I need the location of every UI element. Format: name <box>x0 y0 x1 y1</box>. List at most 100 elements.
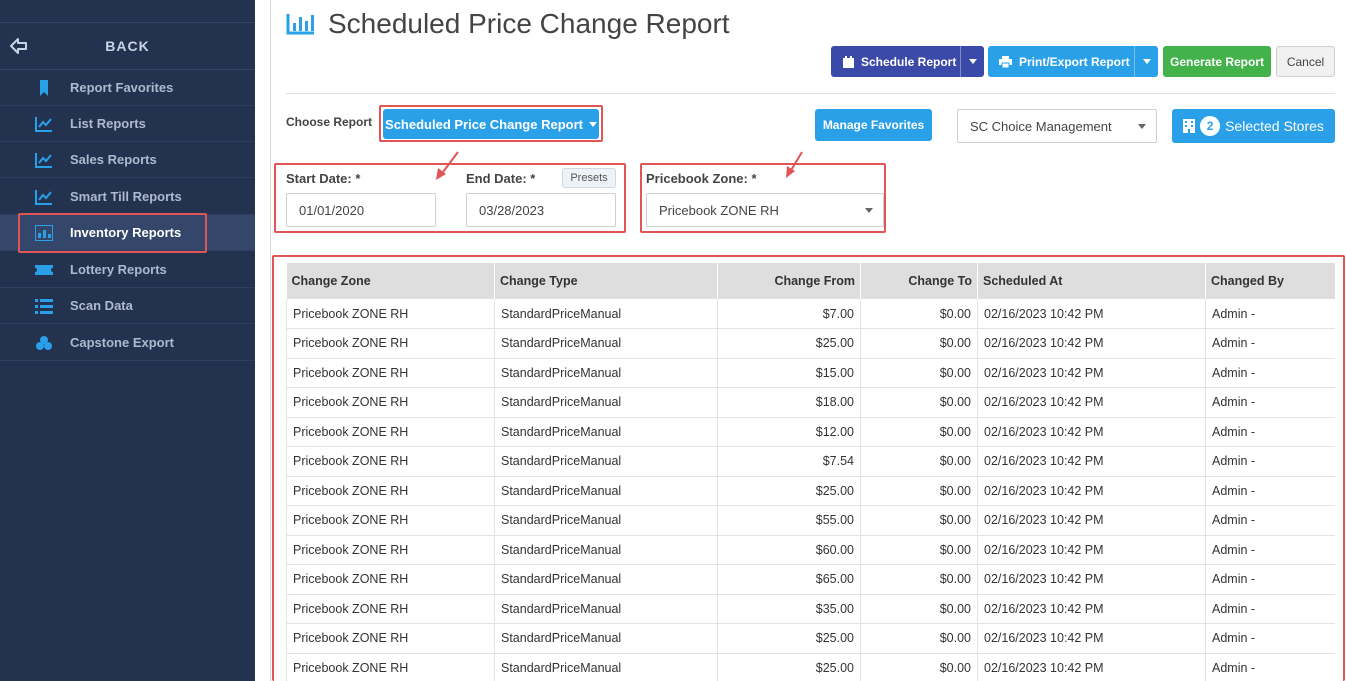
table-row: Pricebook ZONE RH StandardPriceManual $55.… <box>286 505 1335 536</box>
choose-report-label: Choose Report <box>286 115 373 129</box>
sidebar-item-report-favorites[interactable]: Report Favorites <box>0 70 255 106</box>
table-cell: $0.00 <box>860 623 978 654</box>
highlight-box-sidebar <box>18 213 207 253</box>
sidebar-item-label: Sales Reports <box>70 152 157 167</box>
table-cell: Admin - <box>1205 594 1335 624</box>
table-cell: $60.00 <box>717 535 861 565</box>
sidebar-item-label: Scan Data <box>70 298 133 313</box>
schedule-report-dropdown[interactable] <box>960 46 984 77</box>
table-cell: Admin - <box>1205 623 1335 654</box>
sidebar-item-inventory-reports[interactable]: Inventory Reports <box>0 215 255 251</box>
table-cell: Admin - <box>1205 476 1335 506</box>
bookmark-icon <box>40 80 48 96</box>
table-cell: StandardPriceManual <box>494 564 718 595</box>
pricebook-zone-label: Pricebook Zone: * <box>646 171 757 186</box>
table-cell: Admin - <box>1205 446 1335 477</box>
table-cell: StandardPriceManual <box>494 535 718 565</box>
company-select-value: SC Choice Management <box>970 119 1112 134</box>
table-cell: 02/16/2023 10:42 PM <box>977 653 1206 681</box>
table-cell: 02/16/2023 10:42 PM <box>977 623 1206 654</box>
table-cell: Admin - <box>1205 328 1335 359</box>
table-row: Pricebook ZONE RH StandardPriceManual $35.… <box>286 594 1335 624</box>
cubes-icon <box>36 336 52 350</box>
table-cell: $0.00 <box>860 535 978 565</box>
column-header[interactable]: Changed By <box>1205 263 1335 299</box>
building-icon <box>1183 119 1196 133</box>
table-cell: Pricebook ZONE RH <box>286 594 495 624</box>
print-icon <box>999 55 1012 68</box>
sidebar-item-smart-till-reports[interactable]: Smart Till Reports <box>0 179 255 215</box>
line-chart-icon <box>35 153 52 168</box>
table-cell: Pricebook ZONE RH <box>286 446 495 477</box>
back-button[interactable]: BACK <box>0 22 255 70</box>
manage-favorites-button[interactable]: Manage Favorites <box>815 109 932 141</box>
pricebook-zone-select[interactable]: Pricebook ZONE RH <box>646 193 884 227</box>
table-cell: $0.00 <box>860 594 978 624</box>
print-export-dropdown[interactable] <box>1134 46 1158 77</box>
column-header[interactable]: Change Zone <box>286 263 495 299</box>
table-cell: 02/16/2023 10:42 PM <box>977 358 1206 388</box>
highlight-box-report-select <box>379 105 603 142</box>
print-export-button[interactable]: Print/Export Report <box>988 46 1158 77</box>
table-cell: Pricebook ZONE RH <box>286 505 495 536</box>
column-header[interactable]: Change From <box>717 263 861 299</box>
sidebar-item-scan-data[interactable]: Scan Data <box>0 288 255 324</box>
table-cell: Pricebook ZONE RH <box>286 299 495 329</box>
report-select-button[interactable]: Scheduled Price Change Report <box>383 109 599 139</box>
company-select[interactable]: SC Choice Management <box>957 109 1157 143</box>
column-header[interactable]: Change Type <box>494 263 718 299</box>
table-cell: 02/16/2023 10:42 PM <box>977 299 1206 329</box>
ticket-icon <box>35 265 53 275</box>
table-cell: Pricebook ZONE RH <box>286 358 495 388</box>
table-cell: 02/16/2023 10:42 PM <box>977 476 1206 506</box>
table-cell: StandardPriceManual <box>494 594 718 624</box>
selected-stores-button[interactable]: 2 Selected Stores <box>1172 109 1335 143</box>
table-cell: Admin - <box>1205 387 1335 418</box>
presets-button[interactable]: Presets <box>562 168 616 188</box>
end-date-label: End Date: * <box>466 171 536 186</box>
sidebar-item-label: Inventory Reports <box>70 225 182 240</box>
table-cell: StandardPriceManual <box>494 387 718 418</box>
line-chart-icon <box>35 190 52 205</box>
table-row: Pricebook ZONE RH StandardPriceManual $15.… <box>286 358 1335 388</box>
table-cell: $7.54 <box>717 446 861 477</box>
start-date-input[interactable]: 01/01/2020 <box>286 193 436 227</box>
sidebar-item-sales-reports[interactable]: Sales Reports <box>0 142 255 178</box>
back-label: BACK <box>105 38 150 54</box>
sidebar-item-label: Smart Till Reports <box>70 189 182 204</box>
cancel-button[interactable]: Cancel <box>1276 46 1335 77</box>
end-date-input[interactable]: 03/28/2023 <box>466 193 616 227</box>
table-cell: $18.00 <box>717 387 861 418</box>
table-cell: Admin - <box>1205 505 1335 536</box>
table-cell: 02/16/2023 10:42 PM <box>977 446 1206 477</box>
table-cell: $25.00 <box>717 623 861 654</box>
annotation-arrow <box>786 151 803 178</box>
pricebook-zone-value: Pricebook ZONE RH <box>659 203 779 218</box>
table-cell: $7.00 <box>717 299 861 329</box>
cancel-label: Cancel <box>1286 54 1325 69</box>
table-cell: Pricebook ZONE RH <box>286 564 495 595</box>
manage-favorites-label: Manage Favorites <box>822 118 925 132</box>
caret-down-icon <box>1142 59 1151 64</box>
schedule-report-button[interactable]: Schedule Report <box>831 46 984 77</box>
table-row: Pricebook ZONE RH StandardPriceManual $7.5… <box>286 446 1335 477</box>
table-cell: $25.00 <box>717 328 861 359</box>
generate-report-button[interactable]: Generate Report <box>1163 46 1271 77</box>
column-header[interactable]: Change To <box>860 263 978 299</box>
table-cell: 02/16/2023 10:42 PM <box>977 505 1206 536</box>
header-divider <box>286 93 1335 94</box>
table-cell: $0.00 <box>860 564 978 595</box>
table-cell: $12.00 <box>717 417 861 447</box>
sidebar-item-capstone-export[interactable]: Capstone Export <box>0 325 255 361</box>
sidebar-item-list-reports[interactable]: List Reports <box>0 106 255 142</box>
arrow-left-icon <box>10 38 27 54</box>
annotation-arrow <box>436 151 459 180</box>
sidebar-item-lottery-reports[interactable]: Lottery Reports <box>0 252 255 288</box>
table-cell: Pricebook ZONE RH <box>286 476 495 506</box>
table-row: Pricebook ZONE RH StandardPriceManual $25.… <box>286 623 1335 654</box>
table-cell: Admin - <box>1205 358 1335 388</box>
column-header[interactable]: Scheduled At <box>977 263 1206 299</box>
table-cell: Pricebook ZONE RH <box>286 623 495 654</box>
highlight-box-table <box>272 255 1345 681</box>
table-cell: Pricebook ZONE RH <box>286 653 495 681</box>
